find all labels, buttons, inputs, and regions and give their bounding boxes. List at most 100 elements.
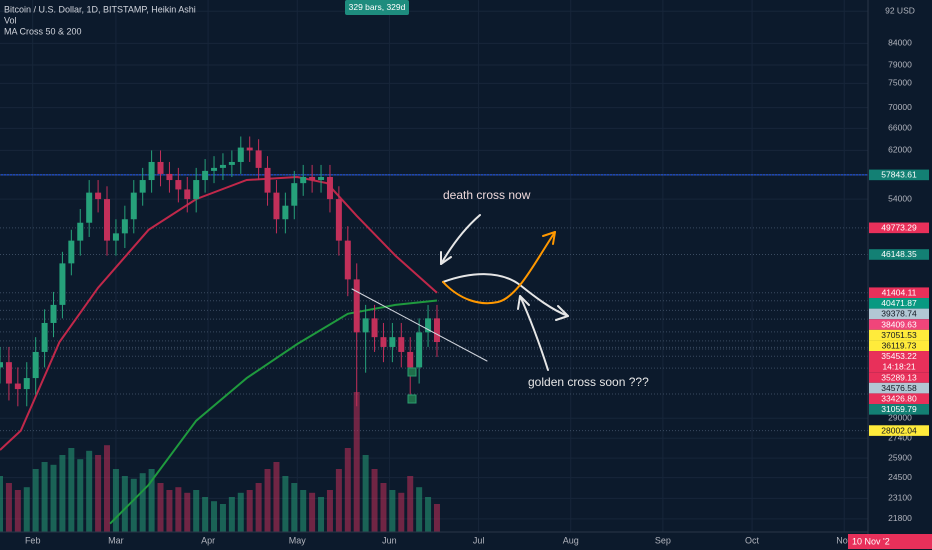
price-tag-label: 36119.73 [882, 340, 917, 350]
volume-bar [130, 478, 137, 532]
candle-body [166, 173, 173, 181]
volume-bar [193, 490, 200, 532]
volume-bar [344, 448, 351, 532]
price-tag [869, 287, 929, 299]
volume-bar [398, 492, 405, 532]
candle-body [228, 161, 235, 165]
x-tick-label: Mar [108, 535, 124, 545]
candle-body [14, 383, 21, 390]
candle-body [157, 161, 164, 174]
price-tag [869, 393, 929, 405]
volume-bar [255, 483, 262, 532]
candle-body [237, 147, 244, 162]
candle-body [5, 362, 12, 384]
y-tick-label: 75000 [888, 78, 912, 88]
price-tag [869, 340, 929, 352]
chart-title: Bitcoin / U.S. Dollar, 1D, BITSTAMP, Hei… [4, 4, 196, 14]
price-tag [869, 319, 929, 330]
volume-bar [246, 490, 253, 532]
volume-bar [273, 462, 280, 532]
volume-bar [166, 490, 173, 532]
price-tag-label: 38409.63 [881, 319, 917, 329]
y-tick-label: 23100 [888, 493, 912, 503]
price-tag-label: 41404.11 [882, 287, 917, 297]
grid [0, 0, 868, 532]
arrow [519, 295, 549, 371]
volume-bar [353, 392, 360, 532]
candle-body [50, 304, 57, 323]
y-tick-label: 25900 [888, 452, 912, 462]
volume-bar [68, 448, 75, 532]
candle-body [433, 318, 440, 343]
annotation: death cross now [443, 188, 531, 202]
volume-bar [32, 469, 39, 532]
candle-body [326, 176, 333, 200]
volume-bar [318, 497, 325, 532]
volume-bar [148, 469, 155, 532]
drawings [351, 214, 569, 404]
volume-bar [5, 483, 12, 532]
candle-body [112, 233, 119, 241]
candle-body [425, 318, 432, 333]
time-tag [848, 534, 932, 549]
volume-bar [291, 483, 298, 532]
candle-body [193, 180, 200, 200]
volume-bar [380, 483, 387, 532]
candle-body [59, 263, 66, 305]
time-tag-label: 10 Nov '2 [852, 536, 890, 546]
marker [407, 367, 417, 377]
volume-bar [121, 476, 128, 532]
candle-body [139, 180, 146, 193]
candle-body [380, 337, 387, 347]
candle-body [175, 180, 182, 190]
volume-bar [202, 497, 209, 532]
y-tick-label: 84000 [888, 38, 912, 48]
candle-body [407, 351, 414, 368]
price-tag-label: 46148.35 [881, 249, 917, 259]
candle-body [95, 192, 102, 200]
arrow-head [555, 305, 569, 321]
candle-body [398, 337, 405, 352]
x-tick-label: Jul [473, 535, 485, 545]
volume-bar [237, 492, 244, 532]
price-tag [869, 249, 929, 260]
price-tag-label: 28002.04 [881, 425, 917, 435]
price-axis [868, 0, 932, 550]
price-tag-label: 40471.87 [881, 298, 917, 308]
candle-body [371, 318, 378, 338]
price-tag [869, 308, 929, 320]
y-tick-label: 24500 [888, 472, 912, 482]
price-tag [869, 382, 929, 394]
volume-bar [112, 469, 119, 532]
candle-body [184, 189, 191, 200]
volume-bar [211, 501, 218, 532]
price-tag [869, 169, 929, 181]
candle-body [121, 219, 128, 234]
ma-line [109, 299, 438, 525]
candle-body [246, 147, 253, 151]
candle-body [353, 279, 360, 333]
candle-body [211, 167, 218, 171]
candle-body [255, 150, 262, 168]
candle-body [291, 183, 298, 206]
volume-pane [0, 392, 440, 532]
volume-bar [219, 504, 226, 532]
y-tick-label: 29000 [888, 412, 912, 422]
x-tick-label: Jun [382, 535, 397, 545]
trend-line [351, 288, 488, 362]
x-tick-label: May [289, 535, 307, 545]
volume-bar [371, 469, 378, 532]
legend-line: MA Cross 50 & 200 [4, 26, 82, 36]
x-tick-label: Nov [836, 535, 853, 545]
volume-bar [139, 473, 146, 532]
x-tick-label: Oct [745, 535, 760, 545]
x-tick-label: Sep [655, 535, 671, 545]
volume-bar [433, 504, 440, 532]
y-tick-label: 92 USD [885, 6, 915, 16]
candle-body [309, 176, 316, 181]
candle-body [0, 362, 3, 368]
volume-bar [14, 490, 21, 532]
candle-body [130, 192, 137, 220]
price-tag [869, 329, 929, 341]
badge-text: 329 bars, 329d [349, 2, 406, 12]
